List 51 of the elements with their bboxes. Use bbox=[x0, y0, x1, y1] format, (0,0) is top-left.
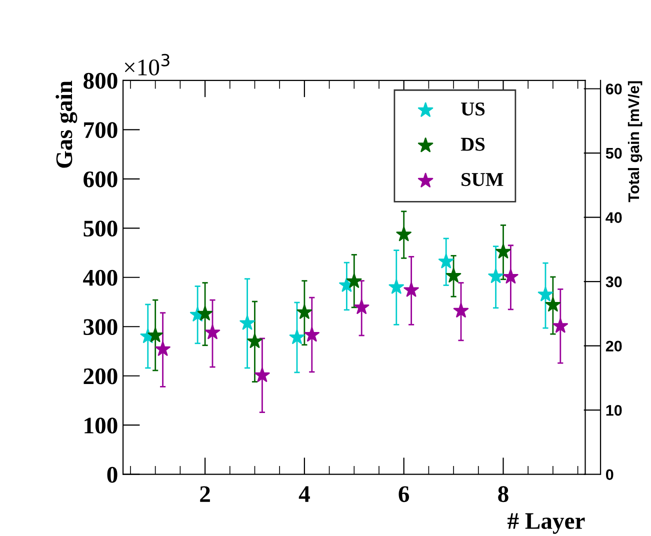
point bbox=[346, 273, 362, 288]
point bbox=[155, 341, 170, 356]
x-tick-label: 8 bbox=[498, 486, 508, 502]
y-tick-label: 200 bbox=[84, 368, 118, 384]
x-tick-label: 6 bbox=[398, 486, 410, 502]
point bbox=[204, 324, 220, 340]
point bbox=[438, 254, 454, 268]
x-tick-label: 4 bbox=[298, 486, 310, 502]
y-tick-label: 600 bbox=[84, 171, 118, 188]
legend-label: US bbox=[461, 102, 485, 116]
y-tick-label: 700 bbox=[84, 122, 118, 138]
point bbox=[545, 296, 561, 312]
y2-tick-label: 40 bbox=[606, 212, 622, 223]
point bbox=[240, 315, 255, 330]
point bbox=[496, 244, 511, 258]
point bbox=[148, 328, 163, 342]
y-tick-label: 400 bbox=[83, 270, 118, 286]
point bbox=[304, 327, 320, 342]
point bbox=[354, 299, 370, 314]
y2-tick-label: 60 bbox=[606, 84, 622, 94]
point bbox=[388, 279, 404, 294]
y2-tick-label: 30 bbox=[606, 276, 622, 288]
x-axis-title: # Layer bbox=[508, 513, 585, 534]
point bbox=[404, 282, 419, 297]
y2-axis-title: Total gain [mV/e] bbox=[628, 81, 642, 202]
y2-tick-label: 20 bbox=[606, 340, 622, 352]
text: ×10$^{3}$ bbox=[124, 54, 170, 76]
y-tick-label: 100 bbox=[84, 418, 118, 434]
point bbox=[503, 268, 518, 284]
point bbox=[453, 302, 469, 318]
point bbox=[197, 306, 213, 320]
point bbox=[446, 268, 462, 282]
legend-label: SUM bbox=[462, 173, 504, 186]
point bbox=[552, 318, 568, 333]
y-tick-label: 0 bbox=[107, 466, 118, 483]
point bbox=[296, 304, 312, 319]
y-tick-label: 300 bbox=[84, 319, 118, 336]
y-axis-title: Gas gain bbox=[56, 80, 78, 168]
y-tick-label: 500 bbox=[84, 220, 118, 237]
point bbox=[538, 286, 554, 302]
y-tick-label: 800 bbox=[84, 72, 118, 89]
point bbox=[396, 226, 412, 242]
legend-label: DS bbox=[460, 138, 485, 151]
y2-tick-label: 50 bbox=[606, 148, 622, 159]
point bbox=[254, 367, 270, 382]
x-tick-label: 2 bbox=[200, 486, 210, 502]
point bbox=[247, 333, 262, 348]
point bbox=[488, 268, 504, 283]
y2-tick-label: 0 bbox=[606, 469, 614, 480]
y2-tick-label: 10 bbox=[606, 404, 622, 416]
point bbox=[289, 329, 305, 344]
